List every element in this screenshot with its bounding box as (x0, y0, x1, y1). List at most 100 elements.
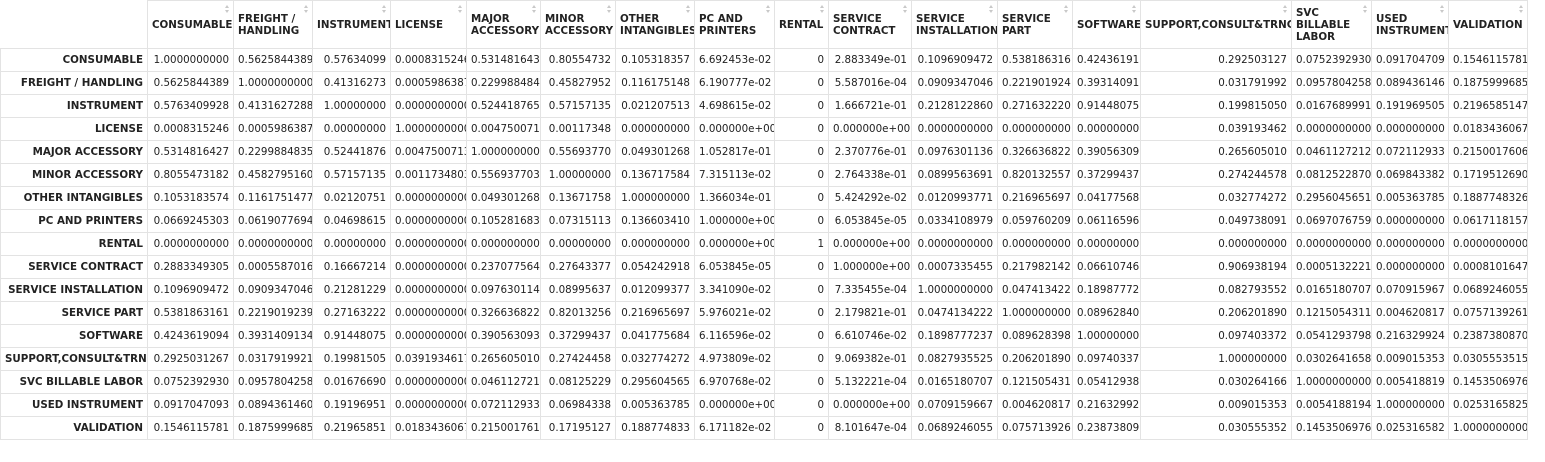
sort-arrows-icon[interactable] (304, 5, 309, 13)
column-header-svc-billable-labor[interactable]: SVC BILLABLE LABOR (1291, 0, 1372, 49)
table-cell: 0.091704709 (1371, 48, 1449, 72)
table-cell: 0.221901924 (997, 71, 1073, 95)
table-cell: 8.101647e-04 (828, 416, 912, 440)
row-header: SUPPORT,CONSULT&TRNG (0, 347, 148, 371)
table-cell: 0.4582795160 (233, 163, 313, 187)
sort-arrows-icon[interactable] (1440, 5, 1445, 13)
table-cell: 0.005363785 (1371, 186, 1449, 210)
table-cell: 0.030264166 (1140, 370, 1292, 394)
table-cell: 6.190777e-02 (694, 71, 775, 95)
table-cell: 0.0054188194 (1291, 393, 1372, 417)
column-header-major-accessory[interactable]: MAJOR ACCESSORY (466, 0, 541, 49)
table-row: OTHER INTANGIBLES 0.1053183574 0.116175147… (0, 186, 1528, 210)
table-row: MAJOR ACCESSORY 0.5314816427 0.2299884835 0… (0, 140, 1528, 164)
column-header-other-intangibles[interactable]: OTHER INTANGIBLES (615, 0, 695, 49)
sort-arrows-icon[interactable] (820, 5, 825, 13)
table-cell: 0.199815050 (1140, 94, 1292, 118)
table-cell: 0.000000000 (1371, 255, 1449, 279)
row-header: LICENSE (0, 117, 148, 141)
table-cell: 2.370776e-01 (828, 140, 912, 164)
sort-arrows-icon[interactable] (1363, 5, 1368, 13)
table-cell: 0.009015353 (1140, 393, 1292, 417)
table-cell: 1.000000000 (615, 186, 695, 210)
table-cell: 0.524418765 (466, 94, 541, 118)
corner-cell (0, 0, 148, 49)
table-cell: 0.0000000000 (1291, 117, 1372, 141)
sort-arrows-icon[interactable] (1283, 5, 1288, 13)
sort-arrows-icon[interactable] (766, 5, 771, 13)
table-cell: 0.0000000000 (233, 232, 313, 256)
table-cell: 0.265605010 (466, 347, 541, 371)
table-cell: 0.57157135 (312, 163, 391, 187)
table-cell: 0.08125229 (540, 370, 616, 394)
table-cell: 1.0000000000 (390, 117, 467, 141)
table-cell: 0.0005587016 (233, 255, 313, 279)
table-cell: 0.0005132221 (1291, 255, 1372, 279)
table-cell: 0.0253165825 (1448, 393, 1528, 417)
table-cell: 0.039193462 (1140, 117, 1292, 141)
table-cell: 0 (774, 393, 829, 417)
table-cell: 1.00000000 (540, 163, 616, 187)
column-header-support-consult-trng[interactable]: SUPPORT,CONSULT&TRNG (1140, 0, 1292, 49)
column-header-software[interactable]: SOFTWARE (1072, 0, 1141, 49)
table-cell: 0.02120751 (312, 186, 391, 210)
table-cell: 0.229988484 (466, 71, 541, 95)
sort-arrows-icon[interactable] (686, 5, 691, 13)
table-cell: 0.21281229 (312, 278, 391, 302)
column-header-freight-handling[interactable]: FREIGHT / HANDLING (233, 0, 313, 49)
table-cell: 0.216329924 (1371, 324, 1449, 348)
table-cell: 0.00000000 (1072, 117, 1141, 141)
column-header-validation[interactable]: VALIDATION (1448, 0, 1528, 49)
table-cell: 0 (774, 416, 829, 440)
column-header-consumable[interactable]: CONSUMABLE (147, 0, 234, 49)
sort-arrows-icon[interactable] (1064, 5, 1069, 13)
column-header-instrument[interactable]: INSTRUMENT (312, 0, 391, 49)
column-header-label: SOFTWARE (1077, 18, 1141, 31)
table-cell: 0 (774, 324, 829, 348)
table-cell: 0.5763409928 (147, 94, 234, 118)
column-header-license[interactable]: LICENSE (390, 0, 467, 49)
column-header-minor-accessory[interactable]: MINOR ACCESSORY (540, 0, 616, 49)
column-header-service-part[interactable]: SERVICE PART (997, 0, 1073, 49)
table-cell: 0.538186316 (997, 48, 1073, 72)
table-cell: 0.5381863161 (147, 301, 234, 325)
table-cell: 0.0005986387 (233, 117, 313, 141)
table-cell: 0.0008315246 (390, 48, 467, 72)
table-cell: 0.08995637 (540, 278, 616, 302)
table-cell: 3.341090e-02 (694, 278, 775, 302)
table-cell: 0.80554732 (540, 48, 616, 72)
sort-arrows-icon[interactable] (903, 5, 908, 13)
column-header-label: VALIDATION (1453, 18, 1523, 31)
column-header-used-instrument[interactable]: USED INSTRUMENT (1371, 0, 1449, 49)
row-header: OTHER INTANGIBLES (0, 186, 148, 210)
row-header: SVC BILLABLE LABOR (0, 370, 148, 394)
sort-arrows-icon[interactable] (1132, 5, 1137, 13)
table-cell: 0.292503127 (1140, 48, 1292, 72)
sort-arrows-icon[interactable] (1519, 5, 1524, 13)
table-cell: 0.032774272 (1140, 186, 1292, 210)
column-header-service-contract[interactable]: SERVICE CONTRACT (828, 0, 912, 49)
table-cell: 0.04698615 (312, 209, 391, 233)
table-cell: 1.0000000000 (147, 48, 234, 72)
sort-arrows-icon[interactable] (607, 5, 612, 13)
column-header-rental[interactable]: RENTAL (774, 0, 829, 49)
table-row: INSTRUMENT 0.5763409928 0.4131627288 1.0000… (0, 94, 1528, 118)
table-cell: 0.237077564 (466, 255, 541, 279)
sort-arrows-icon[interactable] (458, 5, 463, 13)
sort-arrows-icon[interactable] (382, 5, 387, 13)
table-cell: 0.097403372 (1140, 324, 1292, 348)
sort-arrows-icon[interactable] (225, 5, 230, 13)
column-header-service-installation[interactable]: SERVICE INSTALLATION (911, 0, 998, 49)
table-cell: 0 (774, 48, 829, 72)
table-cell: 0.136603410 (615, 209, 695, 233)
column-header-pc-and-printers[interactable]: PC AND PRINTERS (694, 0, 775, 49)
sort-arrows-icon[interactable] (532, 5, 537, 13)
table-cell: 2.764338e-01 (828, 163, 912, 187)
sort-arrows-icon[interactable] (989, 5, 994, 13)
table-cell: 0.1546115781 (1448, 48, 1528, 72)
table-cell: 0.4243619094 (147, 324, 234, 348)
table-cell: 0.27424458 (540, 347, 616, 371)
table-cell: 1.000000000 (1371, 393, 1449, 417)
column-header-label: LICENSE (395, 18, 444, 31)
table-cell: 0.265605010 (1140, 140, 1292, 164)
